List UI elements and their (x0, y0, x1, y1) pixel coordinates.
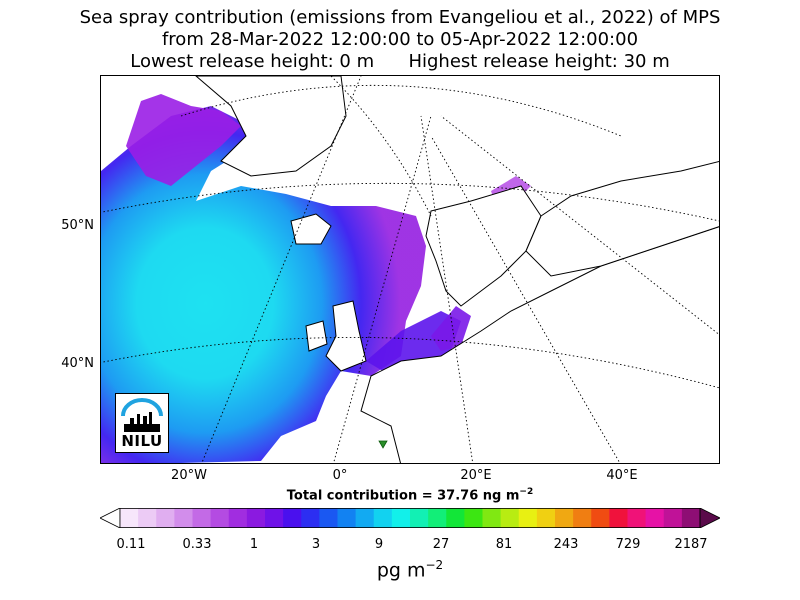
colorbar-over-arrow (699, 508, 720, 528)
lon-label-20w: 20°W (171, 468, 207, 483)
total-contribution-text: Total contribution = 37.76 ng m (286, 488, 520, 504)
greenland-coast-plume (126, 94, 241, 186)
colorbar-cell (573, 508, 592, 528)
colorbar-cell (681, 508, 701, 528)
colorbar-unit: pg m−2 (0, 558, 800, 581)
colorbar-tick: 243 (553, 537, 579, 552)
russia-north-land (525, 160, 719, 277)
north-sea-plume (366, 311, 461, 376)
colorbar-cell (301, 508, 320, 528)
colorbar-cell (428, 508, 447, 528)
plot-title-line-3: Lowest release height: 0 m Highest relea… (130, 51, 670, 72)
colorbar-cell (192, 508, 212, 528)
colorbar-cell (138, 508, 157, 528)
colorbar-cell (518, 508, 538, 528)
lat-label-50n: 50°N (61, 218, 94, 233)
colorbar-border (119, 508, 701, 528)
colorbar-cell (246, 508, 266, 528)
colorbar-unit-exponent: −2 (425, 558, 444, 572)
colorbar-cell (391, 508, 411, 528)
plot-title-line-1: Sea spray contribution (emissions from E… (79, 7, 721, 28)
scandinavia-land (425, 185, 542, 307)
colorbar-cells (100, 508, 720, 528)
colorbar-cell (373, 508, 393, 528)
colorbar-tick: 27 (432, 537, 450, 552)
colorbar-cell (337, 508, 357, 528)
nilu-logo: NILU (115, 393, 169, 453)
colorbar-cell (464, 508, 483, 528)
sea-spray-plume (101, 106, 426, 463)
colorbar-cell (120, 508, 139, 528)
colorbar-cell (500, 508, 520, 528)
uk-land (325, 300, 367, 372)
colorbar-cell (591, 508, 610, 528)
colorbar-tick: 9 (374, 537, 384, 552)
colorbar-cell (319, 508, 338, 528)
colorbar-cell (174, 508, 193, 528)
colorbar-cell (446, 508, 465, 528)
colorbar-tick: 729 (615, 537, 641, 552)
baltic-plume (431, 306, 471, 351)
colorbar-cell (536, 508, 556, 528)
lon-label-40e: 40°E (606, 468, 638, 483)
lat-label-40n: 40°N (61, 356, 94, 371)
nilu-logo-graphic (121, 398, 163, 432)
colorbar-tick: 1 (249, 537, 259, 552)
ireland-land (305, 320, 328, 352)
colorbar-cell (555, 508, 574, 528)
colorbar-cell (283, 508, 302, 528)
colorbar-cell (265, 508, 284, 528)
colorbar-cell (355, 508, 375, 528)
colorbar-cell (410, 508, 429, 528)
colorbar-under-arrow (100, 508, 121, 528)
total-contribution: Total contribution = 37.76 ng m−2 (0, 487, 800, 503)
colorbar-cell (482, 508, 502, 528)
colorbar-tick: 2187 (674, 537, 708, 552)
nilu-logo-text: NILU (121, 432, 163, 450)
map-canvas (101, 76, 719, 463)
colorbar (100, 508, 720, 528)
colorbar-cell (627, 508, 647, 528)
landmasses (195, 76, 719, 463)
greenland-land (195, 76, 347, 177)
colorbar-cell (609, 508, 628, 528)
colorbar-cell (156, 508, 175, 528)
map-panel (100, 75, 720, 464)
iceland-land (290, 213, 332, 245)
graticule (101, 76, 719, 463)
colorbar-tick: 0.33 (182, 537, 212, 552)
lon-label-0: 0° (332, 468, 348, 483)
colorbar-tick: 81 (495, 537, 513, 552)
colorbar-cell (228, 508, 248, 528)
colorbar-cell (663, 508, 683, 528)
colorbar-tick: 0.11 (116, 537, 146, 552)
lon-label-20e: 20°E (460, 468, 492, 483)
colorbar-cell (210, 508, 230, 528)
colorbar-tick: 3 (311, 537, 321, 552)
total-contribution-exponent: −2 (519, 487, 534, 497)
release-location-marker (378, 440, 388, 449)
plot-title-line-2: from 28-Mar-2022 12:00:00 to 05-Apr-2022… (161, 29, 639, 50)
colorbar-unit-text: pg m (376, 559, 426, 582)
colorbar-cell (645, 508, 665, 528)
